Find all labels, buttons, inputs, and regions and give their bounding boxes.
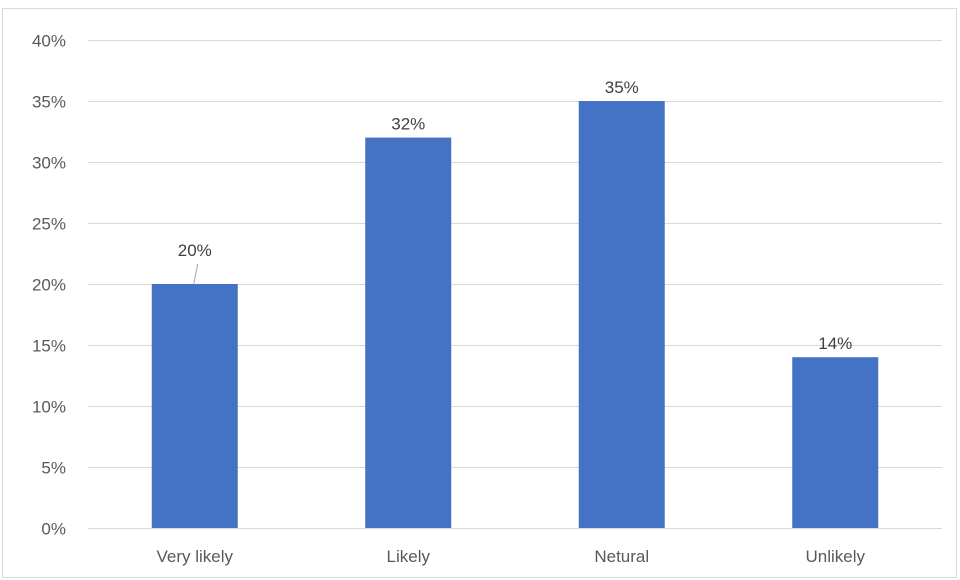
y-tick-label: 35%: [32, 93, 66, 112]
bar: [792, 357, 879, 528]
x-axis-ticks: Very likely Likely Netural Unlikely: [156, 547, 865, 566]
data-labels: 20% 32% 35% 14%: [178, 78, 853, 353]
y-axis-ticks: 0% 5% 10% 15% 20% 25% 30% 35% 40%: [32, 32, 66, 539]
y-tick-label: 40%: [32, 32, 66, 51]
leader-line: [193, 263, 199, 285]
leader-lines: [193, 263, 199, 285]
y-tick-label: 10%: [32, 398, 66, 417]
y-tick-label: 25%: [32, 215, 66, 234]
x-tick-label: Netural: [594, 547, 649, 566]
bar: [151, 284, 238, 528]
data-label: 35%: [605, 78, 639, 97]
bar: [365, 137, 452, 528]
bar: [578, 101, 665, 528]
y-tick-label: 20%: [32, 276, 66, 295]
y-tick-label: 15%: [32, 337, 66, 356]
data-label: 20%: [178, 241, 212, 260]
bars: [151, 101, 879, 528]
y-tick-label: 5%: [41, 459, 66, 478]
data-label: 32%: [391, 115, 425, 134]
x-tick-label: Unlikely: [805, 547, 865, 566]
y-tick-label: 30%: [32, 154, 66, 173]
data-label: 14%: [818, 334, 852, 353]
x-tick-label: Very likely: [156, 547, 233, 566]
y-tick-label: 0%: [41, 520, 66, 539]
x-tick-label: Likely: [387, 547, 431, 566]
